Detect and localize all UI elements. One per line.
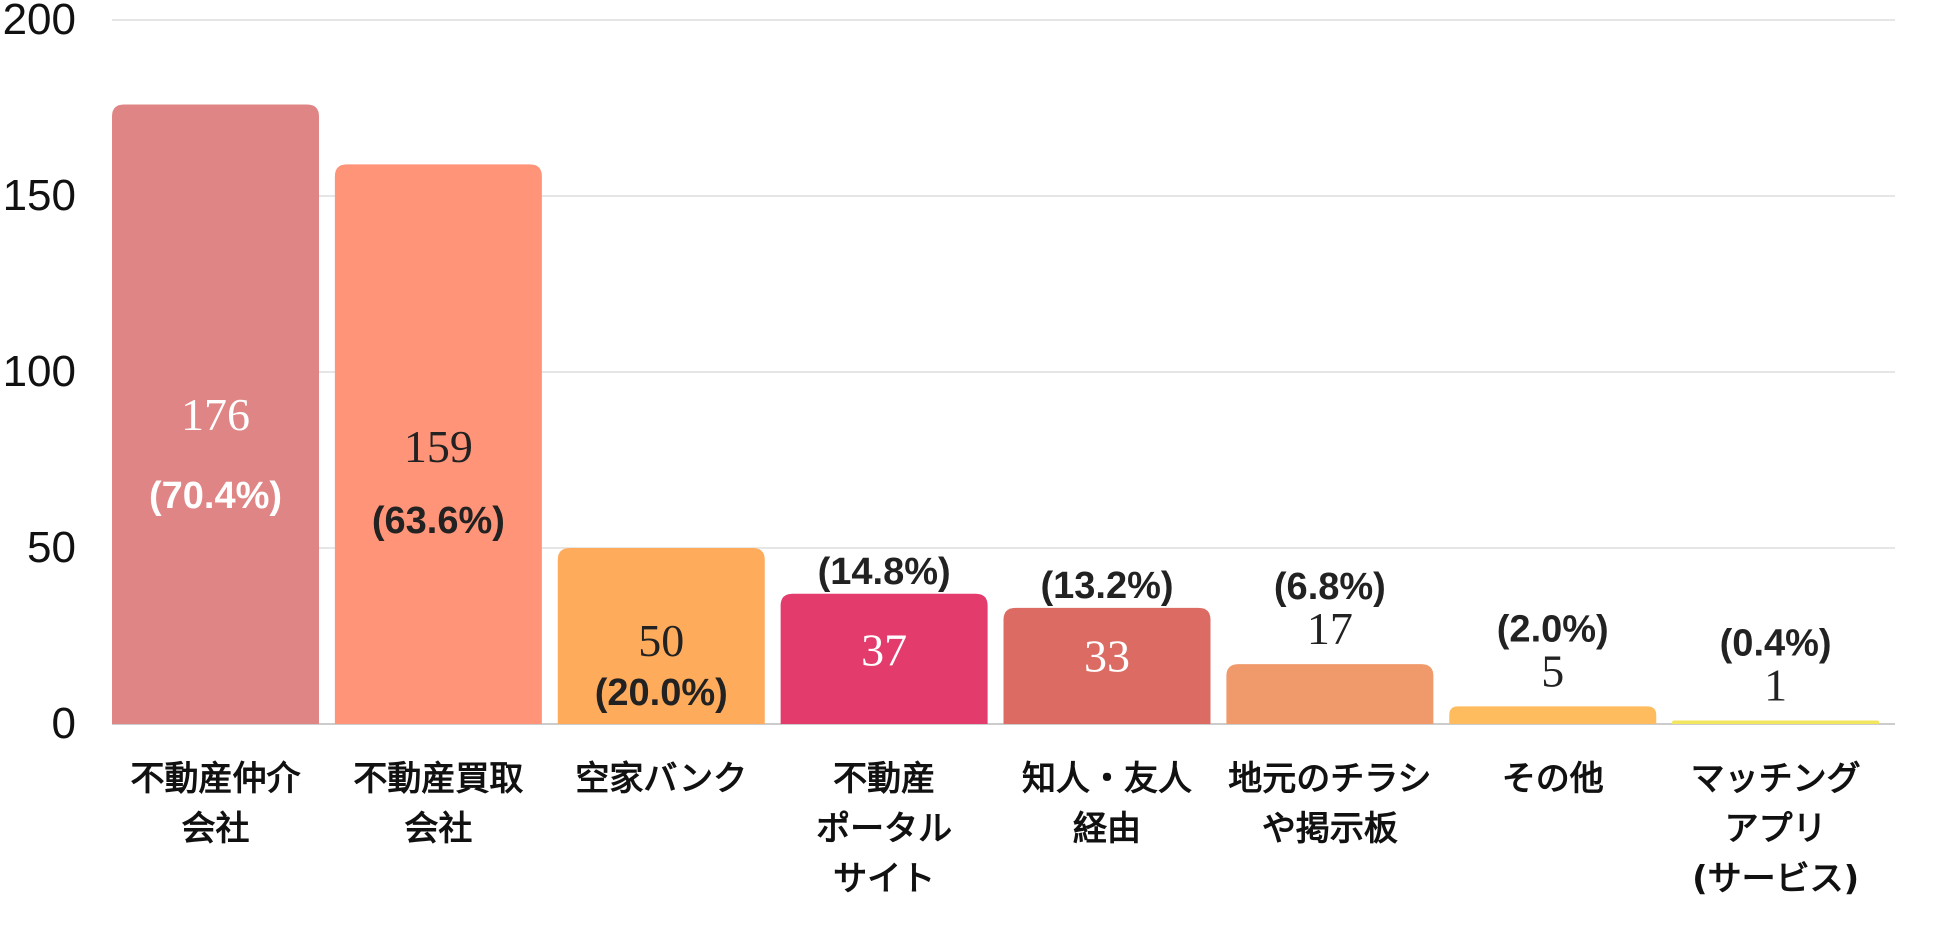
x-tick-label-2-0: 空家バンク	[575, 759, 747, 799]
bar-3	[780, 593, 988, 724]
bar-value-label-7: 1	[1764, 659, 1787, 710]
bar-value-label-1: 159	[404, 421, 473, 472]
bar-1	[334, 164, 542, 724]
x-tick-label-5-1: や掲示板	[1262, 809, 1398, 849]
y-tick-label-100: 100	[3, 347, 76, 396]
bar-percent-label-5: (6.8%)	[1274, 566, 1386, 608]
bar-value-label-2: 50	[638, 615, 684, 666]
x-tick-label-7-0: マッチング	[1691, 759, 1861, 799]
bar-2	[557, 548, 765, 724]
x-tick-label-0-1: 会社	[182, 809, 250, 849]
bar-6	[1449, 706, 1657, 724]
x-tick-label-3-2: サイト	[833, 859, 935, 899]
bar-percent-label-2: (20.0%)	[595, 672, 728, 714]
x-tick-label-0-0: 不動産仲介	[131, 759, 302, 799]
bar-value-label-4: 33	[1084, 631, 1130, 682]
x-tick-label-6-0: その他	[1502, 759, 1604, 799]
bar-value-label-0: 176	[181, 389, 250, 440]
y-tick-label-50: 50	[27, 523, 76, 572]
bar-percent-label-3: (14.8%)	[818, 551, 951, 593]
bar-percent-label-1: (63.6%)	[372, 500, 505, 542]
x-tick-label-4-1: 経由	[1073, 809, 1141, 849]
bar-percent-label-4: (13.2%)	[1040, 565, 1173, 607]
x-tick-label-1-1: 会社	[404, 809, 472, 849]
x-tick-label-7-2: (サービス)	[1692, 859, 1859, 899]
bar-value-label-3: 37	[861, 624, 907, 675]
y-tick-label-150: 150	[3, 171, 76, 220]
x-tick-label-5-0: 地元のチラシ	[1228, 759, 1431, 799]
x-tick-label-3-0: 不動産	[833, 759, 935, 799]
x-tick-label-4-0: 知人・友人	[1022, 759, 1192, 799]
y-tick-label-200: 200	[3, 0, 76, 44]
bar-value-label-5: 17	[1307, 603, 1353, 654]
y-tick-label-0: 0	[52, 699, 76, 748]
bar-0	[112, 104, 319, 725]
bar-value-label-6: 5	[1541, 645, 1564, 696]
bar-percent-label-0: (70.4%)	[149, 475, 282, 517]
bar-7	[1672, 720, 1880, 724]
bar-5	[1226, 664, 1434, 724]
x-tick-label-3-1: ポータル	[816, 809, 952, 849]
bar-percent-label-7: (0.4%)	[1720, 622, 1832, 664]
x-tick-label-1-0: 不動産買取	[353, 759, 523, 799]
bar-4	[1003, 607, 1211, 724]
bar-percent-label-6: (2.0%)	[1497, 608, 1609, 650]
x-tick-label-7-1: アプリ	[1725, 809, 1827, 849]
